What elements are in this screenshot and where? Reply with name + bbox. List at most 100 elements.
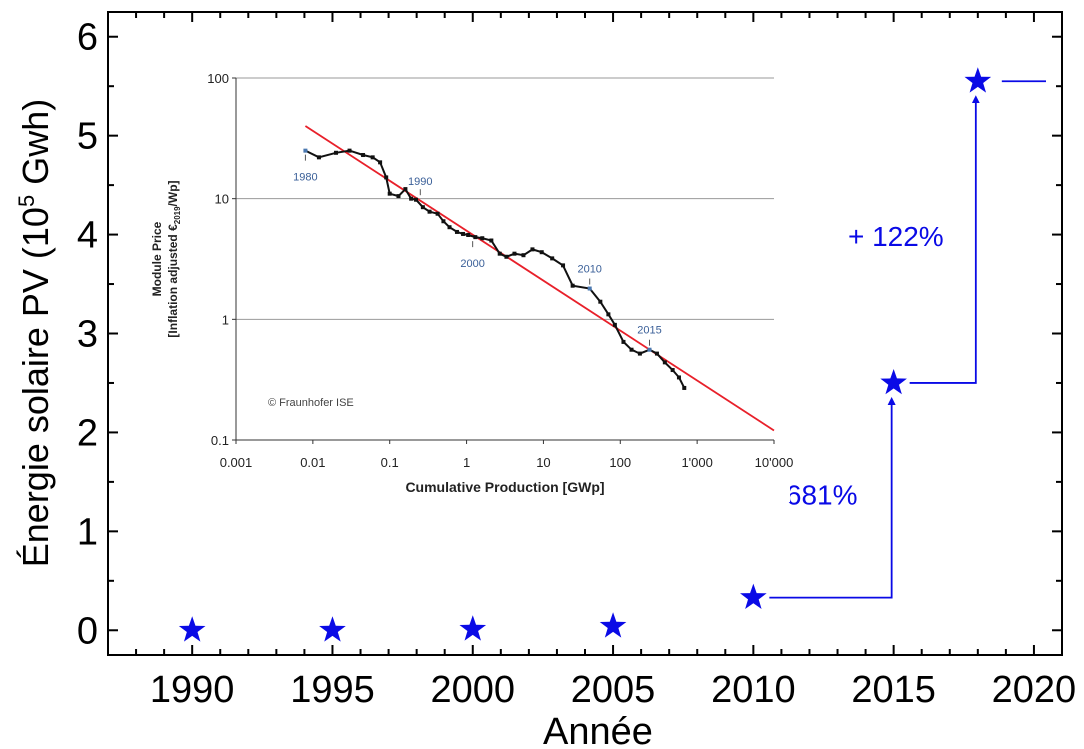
inset-y-label-b: /Wp]: [166, 180, 180, 206]
inset-data-point: [539, 250, 544, 255]
inset-x-tick-label: 0.01: [300, 455, 325, 470]
y-tick-label: 1: [77, 511, 98, 553]
star-point: [319, 616, 346, 642]
inset-x-tick-label: 100: [609, 455, 631, 470]
main-x-ticks: 1990 1995 2000 2005 2010 2015 2020: [107, 12, 1077, 711]
main-x-axis-label: Année: [543, 711, 653, 749]
inset-y-tick-label: 0.1: [211, 433, 229, 448]
inset-data-point: [473, 235, 478, 240]
inset-y-axis-label: Module Price [Inflation adjusted €2019/W…: [150, 180, 182, 337]
inset-data-point: [480, 236, 485, 241]
inset-year-label: 2010: [577, 264, 601, 276]
inset-data-point: [447, 225, 452, 230]
inset-x-ticks: 0.001 0.01 0.1 1 10 100 1'000 10'000: [220, 440, 794, 470]
inset-data-point: [647, 347, 652, 352]
x-tick-label: 1990: [150, 669, 235, 711]
inset-data-point: [587, 286, 592, 291]
x-tick-label: 2020: [992, 669, 1077, 711]
inset-series: [303, 125, 775, 432]
inset-data-point: [370, 155, 375, 160]
inset-copyright: © Fraunhofer ISE: [268, 397, 354, 409]
inset-data-point: [409, 196, 414, 201]
inset-data-point: [466, 232, 471, 237]
inset-y-ticks: 0.1 1 10 100: [207, 71, 236, 448]
y-label-main: Énergie solaire PV (10: [15, 207, 56, 567]
main-y-ticks: 0 1 2 3 4 5 6: [77, 17, 1062, 652]
inset-data-point: [414, 197, 419, 202]
star-point: [459, 615, 487, 641]
inset-data-point: [420, 205, 425, 210]
growth-arrow: [769, 396, 896, 599]
star-point: [964, 67, 992, 93]
inset-data-point: [461, 231, 466, 236]
x-tick-label: 1995: [290, 669, 375, 711]
main-data-points: [178, 67, 992, 642]
inset-data-point: [497, 251, 502, 256]
y-label-exponent: 5: [14, 195, 39, 207]
x-tick-label: 2015: [851, 669, 936, 711]
inset-data-point: [561, 263, 566, 268]
inset-data-point: [670, 368, 675, 373]
inset-data-point: [530, 247, 535, 252]
inset-data-point: [550, 256, 555, 261]
inset-y-label-line2: [Inflation adjusted €2019/Wp]: [166, 180, 182, 337]
y-tick-label: 2: [77, 412, 98, 454]
inset-year-labels: 1980 1990 2000 2010 2015: [293, 154, 662, 346]
inset-price-line: [304, 149, 686, 389]
inset-y-label-sub: 2019: [173, 206, 182, 224]
inset-y-tick-label: 10: [215, 192, 229, 207]
inset-year-label: 1990: [408, 176, 432, 188]
inset-data-point: [361, 153, 366, 158]
main-y-axis-label: Énergie solaire PV (105 Gwh): [14, 99, 56, 567]
inset-year-label: 2015: [637, 325, 661, 337]
inset-x-tick-label: 0.001: [220, 455, 253, 470]
star-point: [178, 616, 206, 642]
inset-x-tick-label: 1'000: [681, 455, 712, 470]
y-tick-label: 6: [77, 17, 98, 59]
growth-annotations: + 681%+ 122%: [762, 80, 1046, 599]
inset-data-point: [662, 360, 667, 365]
x-tick-label: 2000: [430, 669, 515, 711]
inset-year-label: 1980: [293, 172, 317, 184]
inset-y-label-a: [Inflation adjusted €: [166, 224, 180, 338]
inset-data-point: [316, 155, 321, 160]
inset-data-point: [676, 375, 681, 380]
inset-data-point: [570, 283, 575, 288]
inset-x-tick-label: 1: [463, 455, 470, 470]
inset-data-point: [435, 211, 440, 216]
inset-data-point: [387, 191, 392, 196]
inset-data-point: [384, 175, 389, 180]
inset-chart: 0.001 0.01 0.1 1 10 100 1'000 10'000 0.1110100 …: [150, 62, 793, 502]
inset-data-point: [441, 219, 446, 224]
inset-gridlines: [236, 77, 774, 320]
inset-y-label-line1: Module Price: [150, 221, 164, 296]
inset-data-point: [333, 150, 338, 155]
inset-x-tick-label: 0.1: [381, 455, 399, 470]
inset-data-point: [403, 187, 408, 192]
inset-x-tick-label: 10: [536, 455, 550, 470]
inset-data-point: [454, 229, 459, 234]
inset-data-point: [598, 299, 603, 304]
inset-x-tick-label: 10'000: [755, 455, 794, 470]
inset-y-tick-label: 1: [222, 312, 229, 327]
inset-data-point: [489, 238, 494, 243]
x-tick-label: 2010: [711, 669, 796, 711]
inset-data-point: [396, 194, 401, 199]
main-chart: 1990 1995 2000 2005 2010 2015 2020 0 1 2 3 4 5 6 + 6…: [14, 11, 1077, 749]
inset-learning-curve: [304, 125, 775, 432]
inset-data-point: [682, 385, 687, 390]
inset-x-axis-label: Cumulative Production [GWp]: [405, 479, 604, 495]
inset-data-point: [512, 251, 517, 256]
y-tick-label: 4: [77, 215, 98, 257]
y-label-end: Gwh): [15, 99, 56, 195]
star-point: [599, 612, 627, 638]
inset-year-label: 2000: [460, 258, 484, 270]
inset-y-tick-label: 100: [207, 71, 229, 86]
inset-data-point: [621, 339, 626, 344]
inset-data-point: [347, 148, 352, 153]
y-tick-label: 3: [77, 314, 98, 356]
inset-data-point: [629, 347, 634, 352]
growth-label: + 122%: [848, 221, 944, 252]
x-tick-label: 2005: [571, 669, 656, 711]
